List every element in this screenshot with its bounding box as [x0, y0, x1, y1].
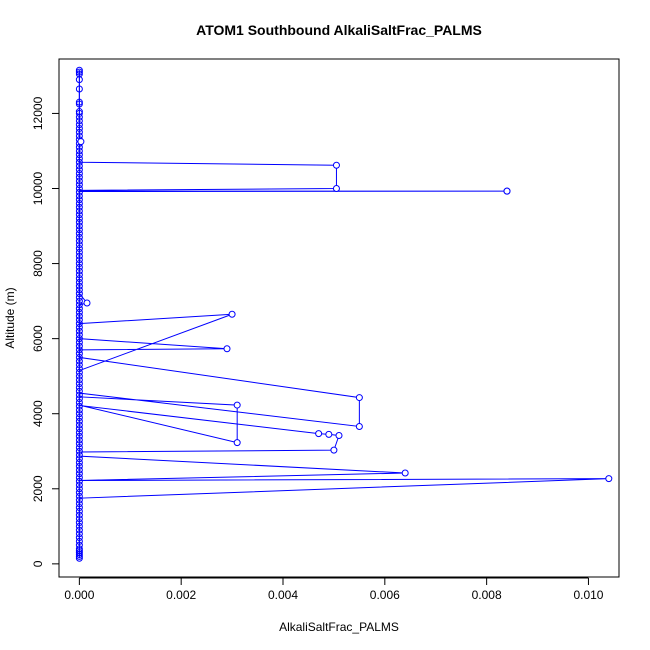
y-axis-label: Altitude (m): [3, 287, 17, 348]
data-point: [335, 431, 343, 439]
data-point: [228, 310, 236, 318]
data-point: [223, 345, 231, 353]
x-tick-label: 0.004: [268, 588, 298, 602]
data-point: [315, 430, 323, 438]
data-point: [401, 469, 409, 477]
data-point: [233, 401, 241, 409]
plot-area: [75, 66, 613, 562]
data-point: [330, 446, 338, 454]
x-tick-label: 0.008: [472, 588, 502, 602]
plot-frame: [58, 58, 620, 578]
y-tick-label: 12000: [31, 96, 45, 130]
data-point: [355, 394, 363, 402]
y-tick-label: 10000: [31, 171, 45, 205]
y-tick-label: 8000: [31, 250, 45, 277]
data-point: [83, 299, 91, 307]
y-tick-label: 4000: [31, 400, 45, 427]
x-axis-label: AlkaliSaltFrac_PALMS: [279, 620, 399, 634]
data-point: [233, 439, 241, 447]
chart-title: ATOM1 Southbound AlkaliSaltFrac_PALMS: [196, 22, 482, 38]
y-tick-label: 2000: [31, 475, 45, 502]
data-point: [503, 187, 511, 195]
x-tick-label: 0.002: [166, 588, 196, 602]
data-point: [332, 161, 340, 169]
y-tick-label: 0: [31, 560, 45, 567]
y-axis: 0 2000 4000 6000 8000 10000 12000: [31, 96, 60, 567]
x-tick-label: 0.000: [64, 588, 94, 602]
x-axis: 0.000 0.002 0.004 0.006 0.008 0.010: [64, 577, 604, 602]
series-line: [78, 70, 609, 557]
data-point: [355, 422, 363, 430]
data-point: [332, 185, 340, 192]
data-point: [605, 475, 613, 483]
x-tick-label: 0.006: [370, 588, 400, 602]
x-tick-label: 0.010: [573, 588, 603, 602]
data-point: [77, 138, 85, 146]
data-point: [325, 430, 333, 438]
y-tick-label: 6000: [31, 325, 45, 352]
